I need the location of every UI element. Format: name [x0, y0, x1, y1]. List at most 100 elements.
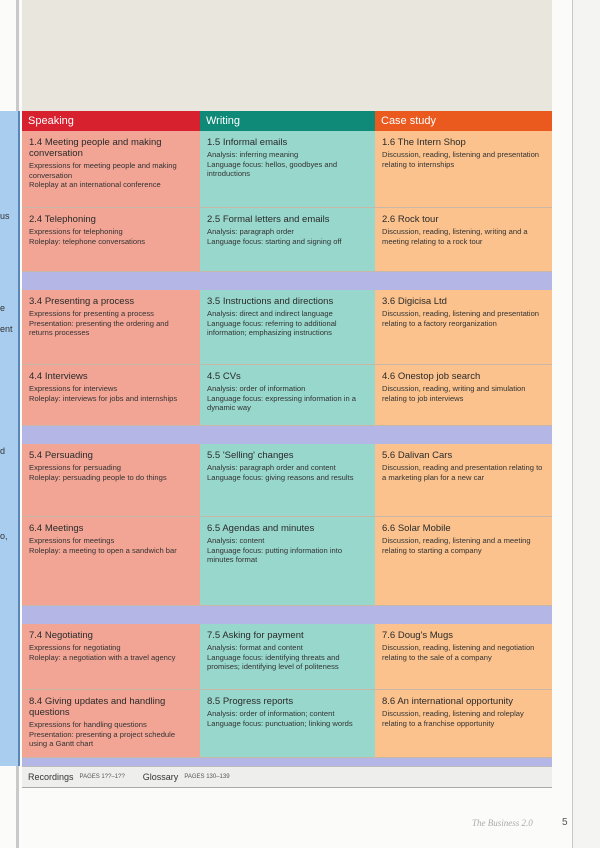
left-fragment: us — [0, 211, 10, 221]
unit-description: Expressions for negotiating — [29, 643, 121, 652]
writing-cell: 1.5 Informal emails Analysis: inferring m… — [200, 131, 375, 207]
table-row: 4.4 Interviews Expressions for interviews… — [22, 365, 552, 426]
table-row: 7.4 Negotiating Expressions for negotiati… — [22, 624, 552, 690]
case-study-cell: 1.6 The Intern Shop Discussion, reading, … — [375, 131, 552, 207]
writing-cell: 5.5 'Selling' changes Analysis: paragraph… — [200, 444, 375, 516]
left-page-strip: us e ent d o, — [0, 111, 20, 766]
unit-description: Discussion, reading, listening and prese… — [382, 150, 540, 169]
contents-table: Speaking Writing Case study 1.4 Meeting … — [22, 111, 552, 776]
writing-cell: 6.5 Agendas and minutes Analysis: content… — [200, 517, 375, 605]
top-band — [22, 0, 552, 111]
unit-description: Discussion, reading, listening, writing … — [382, 227, 528, 246]
unit-title: 7.5 Asking for payment — [207, 630, 304, 641]
unit-title: 5.4 Persuading — [29, 450, 93, 461]
column-header-writing: Writing — [200, 111, 375, 131]
unit-description: Analysis: paragraph order and content — [207, 463, 336, 472]
unit-description: Roleplay: interviews for jobs and intern… — [29, 393, 178, 403]
speaking-cell: 3.4 Presenting a process Expressions for … — [22, 290, 200, 364]
unit-title: 1.4 Meeting people and making conversati… — [29, 137, 162, 159]
unit-description: Language focus: hellos, goodbyes and int… — [207, 159, 338, 179]
left-fragment: e — [0, 303, 6, 313]
unit-description: Analysis: paragraph order — [207, 227, 294, 236]
unit-description: Discussion, reading, listening and rolep… — [382, 709, 524, 728]
unit-description: Language focus: starting and signing off — [207, 236, 342, 246]
unit-title: 4.5 CVs — [207, 371, 241, 382]
unit-title: 7.4 Negotiating — [29, 630, 93, 641]
unit-description: Roleplay: a meeting to open a sandwich b… — [29, 545, 177, 555]
unit-description: Expressions for telephoning — [29, 227, 123, 236]
case-study-cell: 5.6 Dalivan Cars Discussion, reading and … — [375, 444, 552, 516]
unit-description: Discussion, reading and presentation rel… — [382, 463, 543, 482]
unit-title: 2.5 Formal letters and emails — [207, 214, 330, 225]
unit-separator-band — [22, 272, 552, 290]
table-row: 2.4 Telephoning Expressions for telephoni… — [22, 208, 552, 272]
unit-description: Discussion, reading, listening and negot… — [382, 643, 535, 662]
glossary-pages: PAGES 130–139 — [184, 774, 230, 780]
unit-description: Language focus: giving reasons and resul… — [207, 472, 354, 482]
unit-description: Expressions for meeting people and makin… — [29, 161, 177, 180]
unit-description: Roleplay: persuading people to do things — [29, 472, 167, 482]
writing-cell: 7.5 Asking for payment Analysis: format a… — [200, 624, 375, 689]
unit-description: Language focus: identifying threats and … — [207, 652, 340, 672]
case-study-cell: 6.6 Solar Mobile Discussion, reading, lis… — [375, 517, 552, 605]
unit-description: Language focus: expressing information i… — [207, 393, 357, 413]
unit-title: 6.4 Meetings — [29, 523, 84, 534]
unit-title: 5.6 Dalivan Cars — [382, 450, 453, 461]
speaking-cell: 5.4 Persuading Expressions for persuading… — [22, 444, 200, 516]
unit-title: 6.5 Agendas and minutes — [207, 523, 315, 534]
unit-description: Analysis: format and content — [207, 643, 303, 652]
unit-description: Analysis: order of information — [207, 384, 306, 393]
unit-description: Analysis: inferring meaning — [207, 150, 299, 159]
unit-description: Presentation: presenting a project sched… — [29, 729, 176, 749]
unit-title: 3.4 Presenting a process — [29, 296, 135, 307]
brand-logo: The Business 2.0 — [472, 818, 533, 828]
case-study-cell: 2.6 Rock tour Discussion, reading, listen… — [375, 208, 552, 271]
case-study-cell: 7.6 Doug's Mugs Discussion, reading, list… — [375, 624, 552, 689]
table-row: 5.4 Persuading Expressions for persuading… — [22, 444, 552, 517]
unit-title: 8.6 An international opportunity — [382, 696, 513, 707]
book-page: us e ent d o, Speaking Writing Case stud… — [0, 0, 573, 848]
writing-cell: 8.5 Progress reports Analysis: order of i… — [200, 690, 375, 757]
unit-title: 3.5 Instructions and directions — [207, 296, 334, 307]
footer-bar: Recordings PAGES 1??–1?? Glossary PAGES … — [22, 766, 552, 788]
unit-title: 4.6 Onestop job search — [382, 371, 481, 382]
recordings-pages: PAGES 1??–1?? — [79, 774, 125, 780]
left-fragment: ent — [0, 324, 13, 334]
unit-description: Roleplay at an international conference — [29, 180, 161, 190]
speaking-cell: 6.4 Meetings Expressions for meetings Role… — [22, 517, 200, 605]
unit-title: 1.5 Informal emails — [207, 137, 288, 148]
unit-description: Expressions for persuading — [29, 463, 122, 472]
unit-description: Roleplay: telephone conversations — [29, 236, 146, 246]
table-row: 3.4 Presenting a process Expressions for … — [22, 290, 552, 365]
speaking-cell: 4.4 Interviews Expressions for interviews… — [22, 365, 200, 425]
unit-title: 8.4 Giving updates and handling question… — [29, 696, 166, 718]
unit-title: 2.4 Telephoning — [29, 214, 96, 225]
case-study-cell: 3.6 Digicisa Ltd Discussion, reading, lis… — [375, 290, 552, 364]
speaking-cell: 8.4 Giving updates and handling question… — [22, 690, 200, 757]
unit-description: Discussion, reading, listening and prese… — [382, 309, 540, 328]
unit-title: 6.6 Solar Mobile — [382, 523, 451, 534]
writing-cell: 2.5 Formal letters and emails Analysis: p… — [200, 208, 375, 271]
unit-title: 8.5 Progress reports — [207, 696, 294, 707]
left-fragment: d — [0, 446, 6, 456]
speaking-cell: 7.4 Negotiating Expressions for negotiati… — [22, 624, 200, 689]
table-row: 1.4 Meeting people and making conversati… — [22, 131, 552, 208]
speaking-cell: 2.4 Telephoning Expressions for telephoni… — [22, 208, 200, 271]
writing-cell: 4.5 CVs Analysis: order of information Lan… — [200, 365, 375, 425]
glossary-label: Glossary — [142, 772, 179, 782]
recordings-label: Recordings — [28, 772, 74, 782]
unit-description: Expressions for interviews — [29, 384, 118, 393]
unit-title: 4.4 Interviews — [29, 371, 88, 382]
unit-description: Language focus: punctuation; linking wor… — [207, 718, 353, 728]
unit-title: 7.6 Doug's Mugs — [382, 630, 453, 641]
table-header: Speaking Writing Case study — [22, 111, 552, 131]
unit-description: Language focus: referring to additional … — [207, 318, 337, 338]
unit-description: Expressions for handling questions — [29, 720, 147, 729]
case-study-cell: 8.6 An international opportunity Discussi… — [375, 690, 552, 757]
unit-description: Language focus: putting information into… — [207, 545, 343, 565]
unit-description: Expressions for presenting a process — [29, 309, 154, 318]
table-row: 6.4 Meetings Expressions for meetings Role… — [22, 517, 552, 606]
case-study-cell: 4.6 Onestop job search Discussion, readin… — [375, 365, 552, 425]
table-row: 8.4 Giving updates and handling question… — [22, 690, 552, 758]
unit-description: Analysis: order of information; content — [207, 709, 335, 718]
